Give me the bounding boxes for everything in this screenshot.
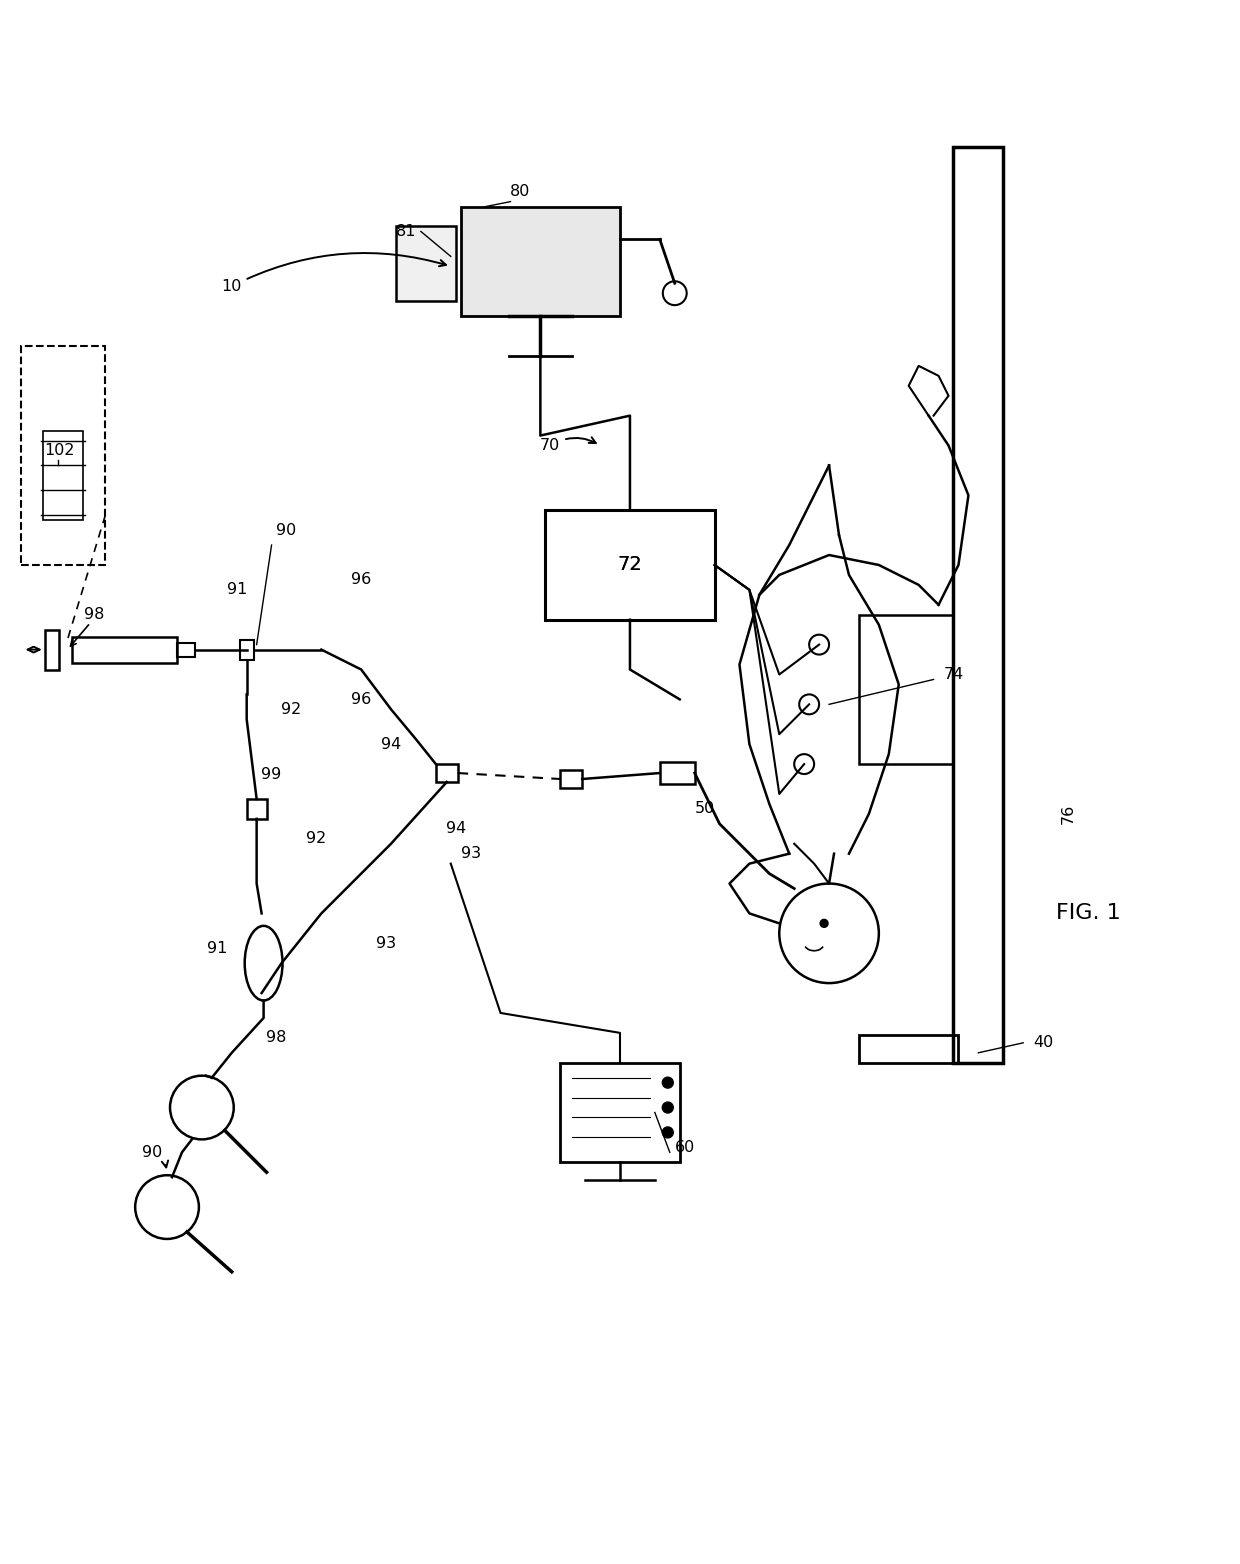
Bar bbox=[461, 206, 620, 316]
Bar bbox=[546, 510, 714, 619]
Bar bbox=[45, 630, 58, 669]
Text: 102: 102 bbox=[45, 443, 76, 458]
Circle shape bbox=[662, 1103, 673, 1114]
Text: 98: 98 bbox=[267, 1031, 286, 1045]
Bar bbox=[560, 1062, 680, 1162]
Bar bbox=[72, 637, 177, 663]
Text: 91: 91 bbox=[227, 582, 247, 597]
Bar bbox=[560, 769, 582, 788]
Bar bbox=[859, 615, 954, 765]
Text: 93: 93 bbox=[376, 935, 396, 951]
Text: 94: 94 bbox=[445, 821, 466, 837]
Text: 94: 94 bbox=[381, 737, 402, 752]
Text: FIG. 1: FIG. 1 bbox=[1055, 904, 1120, 923]
Bar bbox=[859, 1035, 959, 1062]
Text: 74: 74 bbox=[944, 666, 963, 682]
Text: 90: 90 bbox=[143, 1145, 169, 1167]
Bar bbox=[954, 147, 1003, 1062]
Text: 76: 76 bbox=[1060, 804, 1075, 824]
Text: 92: 92 bbox=[306, 830, 326, 846]
Text: 93: 93 bbox=[460, 846, 481, 862]
Bar bbox=[396, 227, 456, 302]
Bar bbox=[435, 765, 458, 782]
Text: 80: 80 bbox=[511, 185, 531, 199]
Bar bbox=[660, 762, 694, 784]
Bar bbox=[177, 643, 195, 657]
Bar bbox=[239, 640, 254, 660]
Bar bbox=[42, 430, 83, 521]
Text: 70: 70 bbox=[541, 438, 595, 454]
Text: 91: 91 bbox=[207, 942, 227, 956]
Text: 96: 96 bbox=[351, 691, 371, 707]
Text: 92: 92 bbox=[281, 702, 301, 716]
Bar bbox=[247, 799, 267, 820]
Text: 98: 98 bbox=[84, 607, 104, 622]
Text: 10: 10 bbox=[222, 253, 446, 294]
Bar bbox=[21, 346, 105, 565]
Text: 81: 81 bbox=[396, 224, 417, 239]
Circle shape bbox=[662, 1128, 673, 1139]
Text: 60: 60 bbox=[675, 1140, 694, 1154]
Text: 50: 50 bbox=[694, 801, 714, 816]
Text: 99: 99 bbox=[262, 766, 281, 782]
Text: 40: 40 bbox=[1033, 1035, 1053, 1051]
Text: 90: 90 bbox=[277, 522, 296, 538]
Circle shape bbox=[662, 1078, 673, 1089]
Text: 72: 72 bbox=[618, 555, 642, 574]
Text: 72: 72 bbox=[618, 555, 642, 574]
Circle shape bbox=[820, 920, 828, 927]
Text: 96: 96 bbox=[351, 572, 371, 588]
